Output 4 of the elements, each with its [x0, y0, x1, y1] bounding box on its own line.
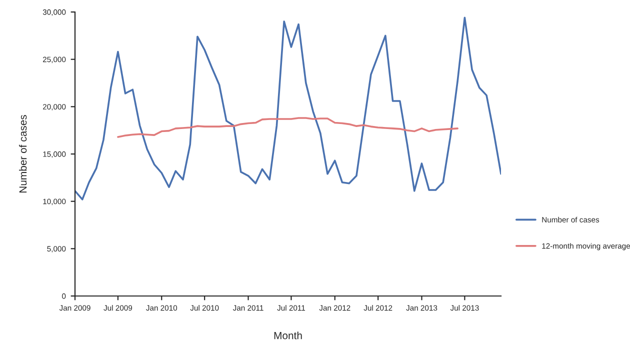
x-axis-title: Month	[274, 332, 302, 340]
line-series	[75, 16, 501, 200]
y-axis-title: Number of cases	[19, 115, 27, 193]
line-series	[117, 117, 458, 138]
